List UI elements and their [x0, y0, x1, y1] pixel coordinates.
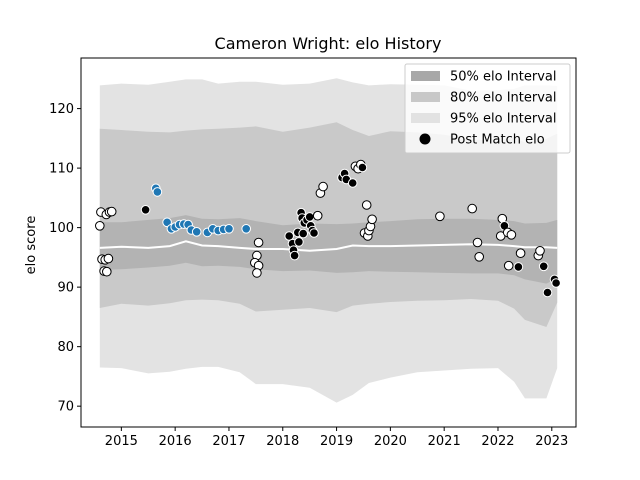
data-point	[367, 214, 377, 225]
legend: 50% elo Interval 80% elo Interval 95% elo …	[404, 63, 571, 154]
x-tick-label: 2023	[535, 434, 568, 449]
legend-label: 95% elo Interval	[450, 112, 557, 127]
data-point	[289, 250, 300, 261]
legend-swatch	[411, 113, 440, 123]
data-point	[551, 278, 561, 288]
data-point	[252, 268, 262, 278]
x-tick-label: 2016	[159, 434, 192, 449]
data-point	[474, 251, 485, 262]
data-point	[312, 210, 323, 221]
chart-title: Cameron Wright: elo History	[215, 34, 442, 53]
data-point	[224, 224, 234, 234]
x-tick-label: 2020	[374, 434, 407, 449]
y-axis-label: elo score	[24, 216, 39, 275]
data-point	[467, 203, 478, 214]
data-point	[95, 221, 105, 231]
data-point	[298, 228, 309, 239]
data-point	[506, 230, 517, 240]
data-point	[542, 287, 553, 298]
data-point	[513, 262, 524, 272]
x-tick-label: 2019	[320, 434, 353, 449]
legend-swatch	[411, 71, 440, 81]
legend-marker	[419, 133, 431, 145]
data-point	[347, 178, 358, 188]
data-point	[162, 217, 172, 228]
y-tick-label: 100	[49, 221, 74, 236]
legend-box	[404, 63, 571, 154]
data-point	[102, 266, 112, 277]
legend-label: 50% elo Interval	[450, 70, 557, 85]
legend-label: 80% elo Interval	[450, 91, 557, 106]
y-tick-label: 110	[49, 162, 74, 177]
data-point	[515, 248, 526, 258]
data-point	[503, 260, 514, 271]
plot-area	[95, 78, 561, 403]
mean-elo-line	[99, 240, 558, 252]
data-point	[309, 228, 319, 238]
x-tick-label: 2021	[428, 434, 461, 449]
data-point	[435, 211, 445, 222]
data-point	[318, 181, 328, 192]
x-tick-label: 2017	[212, 434, 245, 449]
data-point	[140, 205, 151, 215]
y-tick-label: 90	[57, 281, 74, 296]
legend-label: Post Match elo	[450, 133, 545, 148]
y-tick-label: 80	[57, 340, 74, 355]
data-point	[361, 200, 372, 210]
legend-swatch	[411, 92, 440, 102]
data-point	[241, 224, 251, 234]
y-tick-label: 120	[49, 102, 74, 117]
data-point	[357, 162, 368, 173]
data-point	[191, 227, 202, 237]
x-tick-label: 2018	[266, 434, 299, 449]
data-point	[304, 212, 315, 222]
axes: 2015 2016 2017 2018 2019 2020 2021 2022 2023 70 80…	[49, 57, 577, 449]
y-tick-label: 70	[57, 400, 74, 415]
x-tick-label: 2022	[481, 434, 514, 449]
data-point	[538, 261, 549, 272]
axes-frame	[80, 57, 577, 428]
data-point	[152, 187, 163, 197]
data-point	[294, 237, 304, 247]
x-tick-label: 2015	[105, 434, 138, 449]
data-point	[535, 246, 545, 256]
data-point	[253, 237, 264, 248]
data-point	[103, 253, 114, 264]
data-point	[106, 206, 117, 217]
data-point	[472, 237, 483, 248]
